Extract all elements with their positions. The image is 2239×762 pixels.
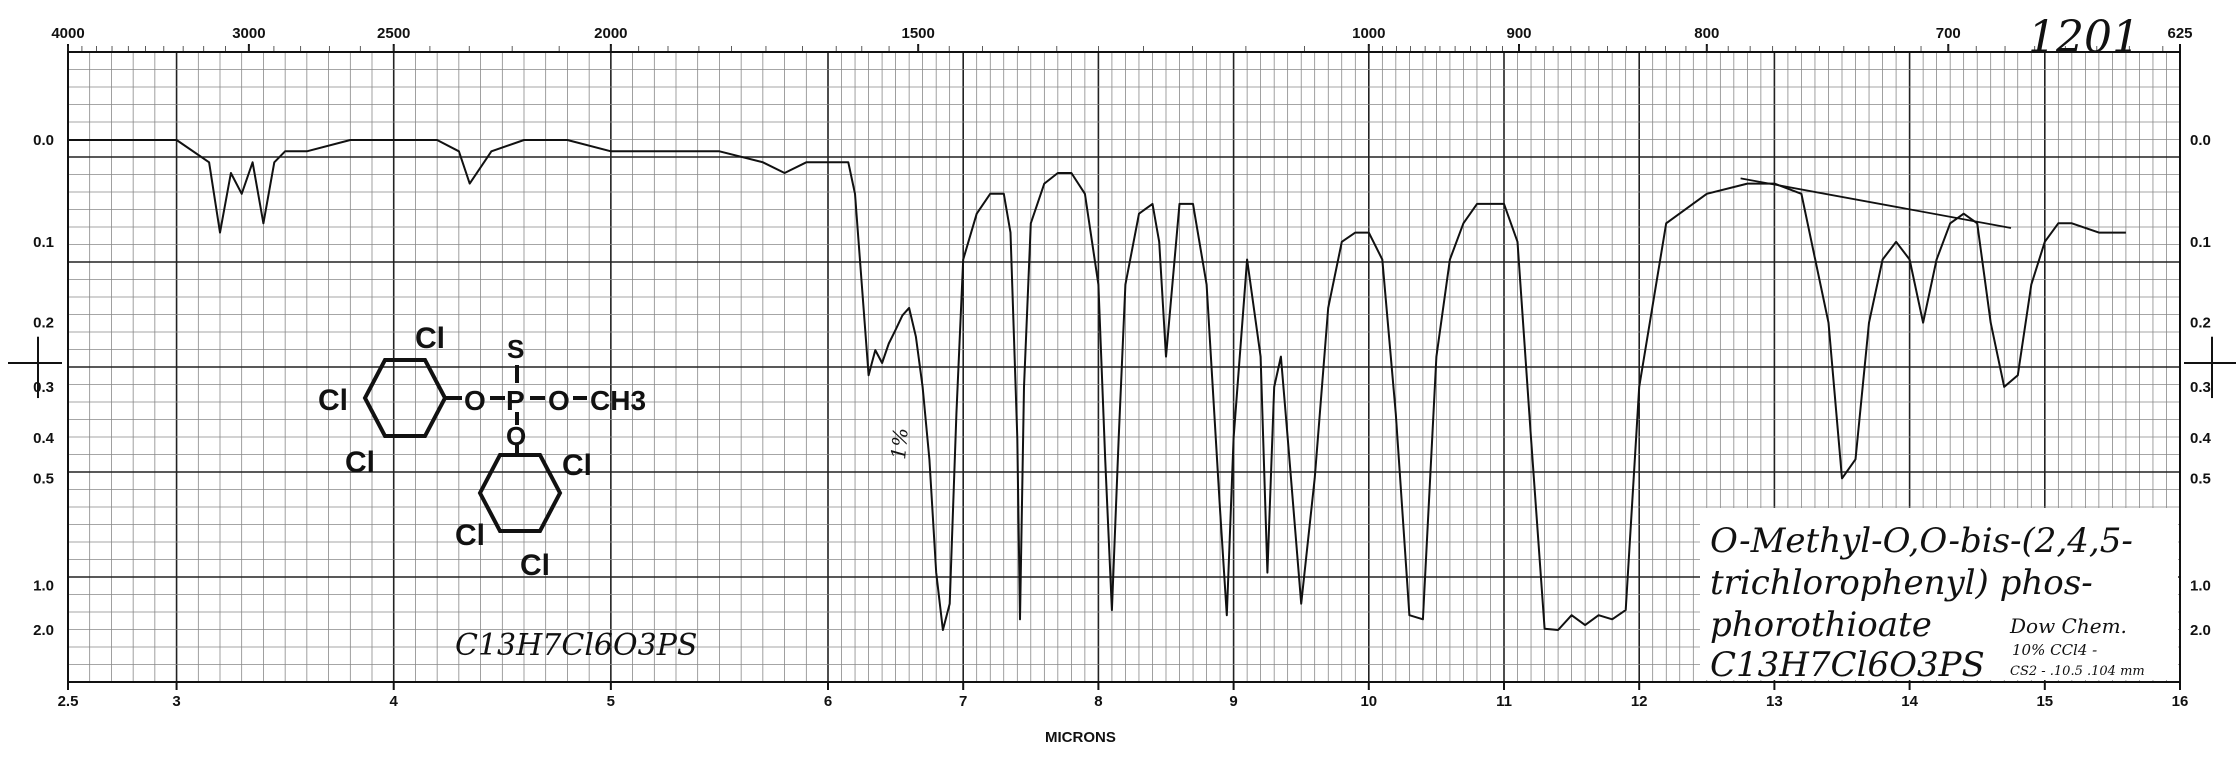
x-tick-label: 15 bbox=[2036, 693, 2053, 710]
x-tick-label: 2.5 bbox=[58, 693, 79, 710]
y-tick-label-right: 0.4 bbox=[2190, 430, 2212, 447]
top-tick-label: 1500 bbox=[901, 25, 934, 42]
y-tick-label-left: 0.3 bbox=[33, 379, 54, 396]
top-tick-label: 625 bbox=[2167, 25, 2192, 42]
baseline-line bbox=[1740, 177, 2012, 229]
atom-cl-3: Cl bbox=[345, 446, 375, 479]
atom-cl-1: Cl bbox=[415, 322, 445, 355]
x-tick-label: 7 bbox=[959, 693, 967, 710]
plot-frame bbox=[67, 51, 2181, 683]
y-tick-label-left: 0.1 bbox=[33, 234, 54, 251]
y-tick-label-right: 0.2 bbox=[2190, 315, 2211, 332]
atom-s: S bbox=[507, 334, 524, 364]
x-tick-label: 4 bbox=[390, 693, 399, 710]
y-tick-label-left: 1.0 bbox=[33, 577, 54, 594]
x-tick-label: 14 bbox=[1901, 693, 1918, 710]
y-tick-label-left: 0.5 bbox=[33, 470, 54, 487]
compound-label-background bbox=[1700, 508, 2178, 680]
x-tick-label: 16 bbox=[2172, 693, 2189, 710]
y-tick-label-right: 0.0 bbox=[2190, 132, 2211, 149]
compound-label: O-Methyl-O,O-bis-(2,4,5- trichlorophenyl… bbox=[1700, 508, 2178, 685]
atom-cl-2: Cl bbox=[318, 384, 348, 417]
x-tick-label: 8 bbox=[1094, 693, 1102, 710]
y-tick-label-right: 1.0 bbox=[2190, 577, 2211, 594]
chart-series-group bbox=[68, 139, 2126, 631]
x-tick-label: 10 bbox=[1360, 693, 1377, 710]
top-tick-label: 3000 bbox=[232, 25, 265, 42]
compound-formula: C13H7Cl6O3PS bbox=[1710, 645, 1985, 685]
y-tick-label-right: 0.1 bbox=[2190, 234, 2211, 251]
x-tick-label: 3 bbox=[172, 693, 180, 710]
y-tick-label-right: 0.5 bbox=[2190, 470, 2211, 487]
top-tick-label: 800 bbox=[1694, 25, 1719, 42]
top-tick-label: 700 bbox=[1936, 25, 1961, 42]
x-tick-label: 11 bbox=[1496, 693, 1512, 710]
structure-formula: C13H7Cl6O3PS bbox=[455, 628, 697, 663]
top-tick-label: 2500 bbox=[377, 25, 410, 42]
x-tick-label: 9 bbox=[1229, 693, 1237, 710]
atom-cl-4: Cl bbox=[562, 449, 592, 482]
chemical-structure: Cl Cl Cl Cl Cl Cl S O O P O CH3 C13H7Cl6… bbox=[318, 322, 697, 663]
y-tick-label-left: 0.0 bbox=[33, 132, 54, 149]
x-tick-label: 13 bbox=[1766, 693, 1783, 710]
atom-p: P bbox=[506, 385, 525, 416]
top-tick-label: 2000 bbox=[594, 25, 627, 42]
y-tick-label-left: 2.0 bbox=[33, 622, 54, 639]
compound-name-line-1: O-Methyl-O,O-bis-(2,4,5- bbox=[1710, 521, 2133, 561]
atom-cl-5: Cl bbox=[455, 519, 485, 552]
atom-o-2: O bbox=[506, 421, 526, 451]
x-axis-title: MICRONS bbox=[1045, 729, 1116, 746]
chart-ticks: 2.5 3 4 5 6 7 8 9 10 11 12 13 14 15 16 4000 3000 2500 2000… bbox=[8, 25, 2236, 710]
source-line-2: 10% CCl4 - bbox=[2012, 641, 2097, 659]
atom-o-1: O bbox=[464, 385, 486, 416]
x-tick-label: 6 bbox=[824, 693, 832, 710]
y-tick-label-left: 0.2 bbox=[33, 315, 54, 332]
annotation-note: 1% bbox=[886, 427, 913, 461]
atom-cl-6: Cl bbox=[520, 549, 550, 582]
top-tick-label: 900 bbox=[1506, 25, 1531, 42]
compound-name-line-2: trichlorophenyl) phos- bbox=[1710, 563, 2093, 603]
benzene-ring-upper bbox=[362, 358, 448, 438]
compound-name-line-3: phorothioate bbox=[1710, 605, 1932, 645]
y-tick-label-right: 2.0 bbox=[2190, 622, 2211, 639]
annotation-number: 1201 bbox=[2028, 12, 2140, 63]
top-tick-label: 4000 bbox=[51, 25, 84, 42]
atom-o-3: O bbox=[548, 385, 570, 416]
y-tick-label-right: 0.3 bbox=[2190, 379, 2211, 396]
top-tick-label: 1000 bbox=[1352, 25, 1385, 42]
atom-ch3: CH3 bbox=[590, 385, 646, 416]
x-tick-label: 12 bbox=[1631, 693, 1648, 710]
source-line-1: Dow Chem. bbox=[2009, 614, 2127, 638]
benzene-ring-lower bbox=[477, 453, 563, 533]
y-tick-label-left: 0.4 bbox=[33, 430, 55, 447]
x-tick-label: 5 bbox=[607, 693, 615, 710]
source-line-3: CS2 - .10.5 .104 mm bbox=[2010, 664, 2145, 679]
